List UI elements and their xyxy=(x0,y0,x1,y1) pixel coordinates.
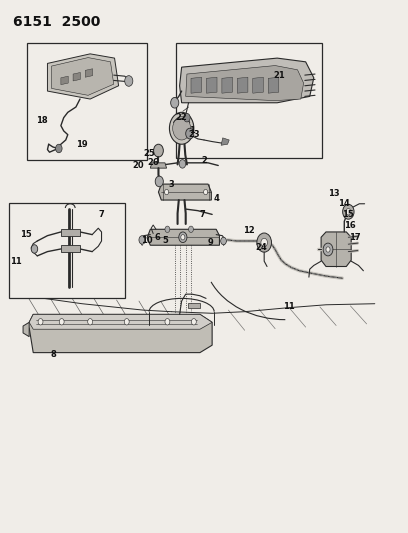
Text: 14: 14 xyxy=(338,199,350,208)
Text: 4: 4 xyxy=(213,194,219,203)
Circle shape xyxy=(171,98,179,108)
Circle shape xyxy=(179,160,186,168)
Polygon shape xyxy=(158,184,211,200)
Circle shape xyxy=(38,319,43,325)
Circle shape xyxy=(165,319,170,325)
Circle shape xyxy=(59,319,64,325)
Text: 6151  2500: 6151 2500 xyxy=(13,15,100,29)
Circle shape xyxy=(165,226,170,232)
Text: 7: 7 xyxy=(99,210,104,219)
Text: 17: 17 xyxy=(348,233,360,242)
Text: 8: 8 xyxy=(51,350,56,359)
Polygon shape xyxy=(180,58,314,103)
Circle shape xyxy=(55,144,62,153)
Polygon shape xyxy=(191,77,202,93)
Circle shape xyxy=(204,189,208,195)
Circle shape xyxy=(323,243,333,256)
Circle shape xyxy=(173,117,191,140)
Circle shape xyxy=(88,319,93,325)
Circle shape xyxy=(155,176,163,187)
Polygon shape xyxy=(253,77,264,93)
Text: 10: 10 xyxy=(141,237,153,246)
Polygon shape xyxy=(85,69,93,77)
Polygon shape xyxy=(186,66,304,101)
Bar xyxy=(175,43,322,158)
Circle shape xyxy=(191,319,196,325)
Circle shape xyxy=(179,232,187,243)
Text: 24: 24 xyxy=(255,244,267,253)
Circle shape xyxy=(124,319,129,325)
Circle shape xyxy=(346,208,351,215)
Polygon shape xyxy=(29,314,212,353)
Polygon shape xyxy=(73,72,80,81)
Polygon shape xyxy=(221,138,229,146)
Circle shape xyxy=(169,112,194,144)
Polygon shape xyxy=(147,229,220,245)
Text: 1: 1 xyxy=(189,126,195,135)
Text: 15: 15 xyxy=(342,210,354,219)
Text: 2: 2 xyxy=(201,156,207,165)
Text: 9: 9 xyxy=(207,238,213,247)
Circle shape xyxy=(257,233,271,252)
Text: 21: 21 xyxy=(273,70,285,79)
Polygon shape xyxy=(150,163,166,168)
Text: 16: 16 xyxy=(344,221,356,230)
Circle shape xyxy=(181,235,185,240)
Text: 15: 15 xyxy=(20,230,32,239)
Text: 22: 22 xyxy=(176,113,188,122)
Polygon shape xyxy=(51,58,114,95)
Polygon shape xyxy=(206,77,217,93)
Circle shape xyxy=(184,114,190,122)
Polygon shape xyxy=(47,54,119,99)
Bar xyxy=(27,43,147,160)
Circle shape xyxy=(261,238,267,247)
Circle shape xyxy=(188,226,193,232)
Circle shape xyxy=(221,237,226,245)
Circle shape xyxy=(31,245,38,253)
Circle shape xyxy=(186,128,194,139)
Polygon shape xyxy=(321,232,351,266)
Circle shape xyxy=(326,247,330,252)
Polygon shape xyxy=(188,303,200,308)
Circle shape xyxy=(153,144,163,157)
Text: 11: 11 xyxy=(284,302,295,311)
Text: 5: 5 xyxy=(162,237,169,246)
Polygon shape xyxy=(237,77,248,93)
Polygon shape xyxy=(222,77,233,93)
Circle shape xyxy=(139,236,145,244)
Circle shape xyxy=(125,76,133,86)
Text: 19: 19 xyxy=(76,140,88,149)
Text: 18: 18 xyxy=(35,116,47,125)
Text: 23: 23 xyxy=(188,130,200,139)
Polygon shape xyxy=(61,229,80,236)
Polygon shape xyxy=(23,322,29,337)
Text: 7: 7 xyxy=(199,210,205,219)
Circle shape xyxy=(343,204,354,219)
Text: 13: 13 xyxy=(328,189,340,198)
Text: 20: 20 xyxy=(132,161,144,170)
Polygon shape xyxy=(268,77,279,93)
Text: 25: 25 xyxy=(143,149,155,158)
Polygon shape xyxy=(61,76,68,85)
Text: 12: 12 xyxy=(243,226,255,235)
Polygon shape xyxy=(29,314,212,329)
Text: 11: 11 xyxy=(10,257,22,265)
Text: 3: 3 xyxy=(169,180,174,189)
Circle shape xyxy=(164,189,169,195)
Text: 6: 6 xyxy=(154,233,160,242)
Text: 26: 26 xyxy=(147,158,159,167)
Polygon shape xyxy=(61,245,80,252)
Bar xyxy=(9,203,125,298)
